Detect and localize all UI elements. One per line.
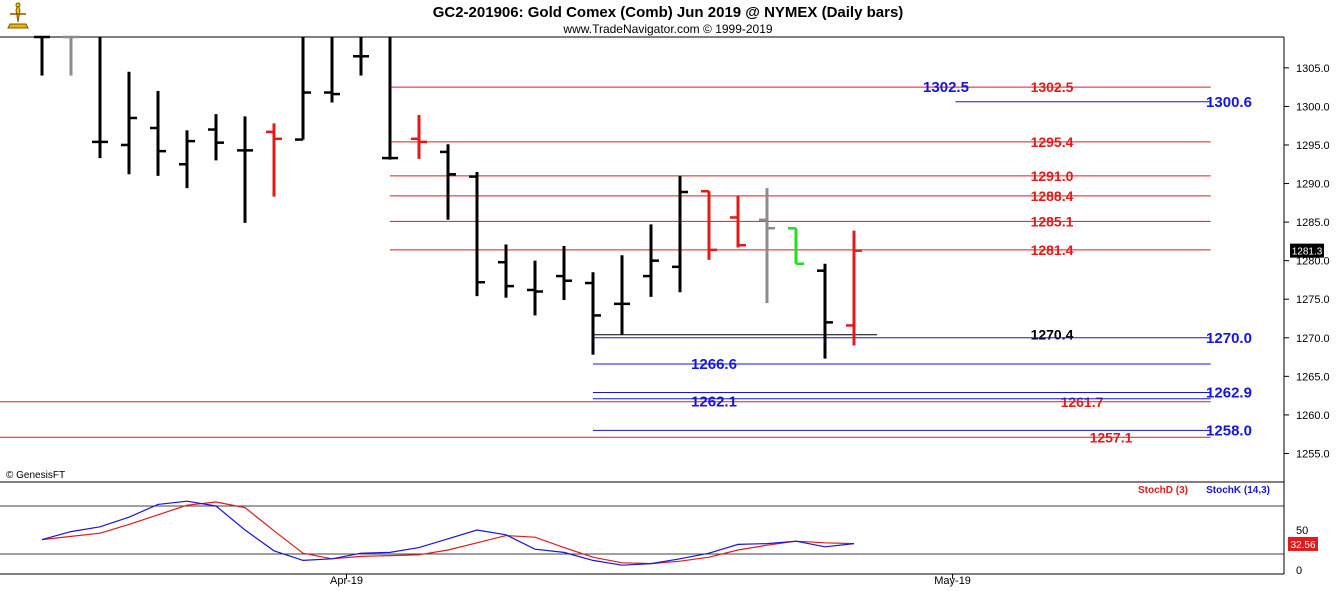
chart-subtitle: www.TradeNavigator.com © 1999-2019 — [562, 22, 772, 36]
ohlc-bar — [440, 144, 456, 220]
ohlc-bar — [63, 35, 79, 76]
ohlc-bar — [527, 260, 543, 316]
stoch-series-line — [41, 501, 855, 565]
price-tick-label: 1290.0 — [1296, 179, 1330, 191]
ohlc-bar — [295, 37, 311, 141]
trade-navigator-logo-icon — [4, 2, 32, 33]
level-label-1266.6: 1266.6 — [691, 356, 737, 373]
stoch-last-value-badge — [1288, 536, 1318, 551]
ohlc-bar — [179, 130, 195, 189]
ohlc-bar — [237, 116, 253, 223]
ohlc-bar — [701, 189, 717, 260]
plot-frames — [0, 36, 1285, 575]
level-label-blue-1302.5: 1302.5 — [923, 79, 969, 96]
price-tick-label: 1300.0 — [1296, 101, 1330, 113]
level-label-1261.7: 1261.7 — [1061, 394, 1104, 410]
ohlc-bar — [150, 90, 166, 176]
ohlc-bar — [208, 114, 224, 161]
stoch-last-value: 32.56 — [1290, 540, 1315, 551]
level-label-1262.1: 1262.1 — [691, 394, 737, 411]
price-tick-label: 1260.0 — [1296, 410, 1330, 422]
last-price-value: 1281.3 — [1292, 247, 1323, 258]
ohlc-bar — [498, 244, 514, 298]
level-label-1281.4: 1281.4 — [1031, 242, 1074, 258]
ohlc-bar — [614, 255, 630, 335]
ohlc-bar — [672, 175, 688, 293]
level-label-1270.4: 1270.4 — [1031, 327, 1074, 343]
ohlc-bar — [585, 272, 601, 355]
ohlc-bar — [469, 171, 485, 297]
level-label-1262.9: 1262.9 — [1206, 385, 1252, 402]
ohlc-bar — [788, 227, 804, 265]
level-label-1258.0: 1258.0 — [1206, 422, 1252, 439]
ohlc-bar — [730, 195, 746, 248]
level-label-1295.4: 1295.4 — [1031, 134, 1074, 150]
ohlc-bar — [643, 224, 659, 297]
price-tick-label: 1275.0 — [1296, 294, 1330, 306]
price-axis: 1305.0 1300.0 1295.0 1290.0 1285.0 1280.0 1275… — [1284, 63, 1330, 460]
level-lines: 1302.5 1295.4 1291.0 1288.4 1285.1 1281.4 1261… — [0, 79, 1252, 445]
level-label-1257.1: 1257.1 — [1090, 429, 1133, 445]
time-axis: Apr-19 May-19 — [330, 574, 971, 587]
price-tick-label: 1280.0 — [1296, 256, 1330, 268]
ohlc-bar — [266, 123, 282, 197]
price-tick-label: 1265.0 — [1296, 371, 1330, 383]
ohlc-bar — [34, 35, 50, 76]
price-tick-label: 1305.0 — [1296, 63, 1330, 75]
ohlc-bar — [382, 37, 398, 160]
level-label-1285.1: 1285.1 — [1031, 213, 1074, 229]
level-label-1302.5: 1302.5 — [1031, 79, 1074, 95]
chart-title: GC2-201906: Gold Comex (Comb) Jun 2019 @… — [433, 4, 904, 21]
ohlc-bar — [817, 263, 833, 359]
stoch-series-line — [41, 500, 855, 566]
ohlc-bar — [411, 114, 427, 159]
level-label-1300.6: 1300.6 — [1206, 94, 1252, 111]
stoch-tick-label: 0 — [1296, 565, 1302, 577]
copyright-watermark: © GenesisFT — [6, 470, 65, 481]
price-tick-label: 1255.0 — [1296, 448, 1330, 460]
stochastic-panel: StochD (3) StochK (14,3) 50 0 32.56 — [0, 485, 1318, 577]
level-label-1291.0: 1291.0 — [1031, 168, 1074, 184]
stoch-legend-k: StochK (14,3) — [1206, 485, 1270, 496]
price-tick-label: 1270.0 — [1296, 333, 1330, 345]
ohlc-bar — [324, 37, 340, 103]
ohlc-bar — [556, 246, 572, 300]
price-tick-label: 1295.0 — [1296, 140, 1330, 152]
ohlc-bar — [759, 188, 775, 304]
time-tick-label: May-19 — [934, 575, 971, 587]
ohlc-bar — [92, 37, 108, 159]
price-bars — [34, 35, 862, 359]
time-tick-label: Apr-19 — [330, 575, 363, 587]
level-label-1288.4: 1288.4 — [1031, 188, 1074, 204]
last-price-badge — [1290, 243, 1324, 258]
ohlc-bar — [353, 37, 369, 76]
price-tick-label: 1285.0 — [1296, 217, 1330, 229]
ohlc-bar — [121, 71, 137, 175]
ohlc-bar — [846, 230, 862, 346]
stoch-tick-label: 50 — [1296, 525, 1308, 537]
stoch-legend-d: StochD (3) — [1138, 485, 1188, 496]
level-label-1270.0: 1270.0 — [1206, 330, 1252, 347]
